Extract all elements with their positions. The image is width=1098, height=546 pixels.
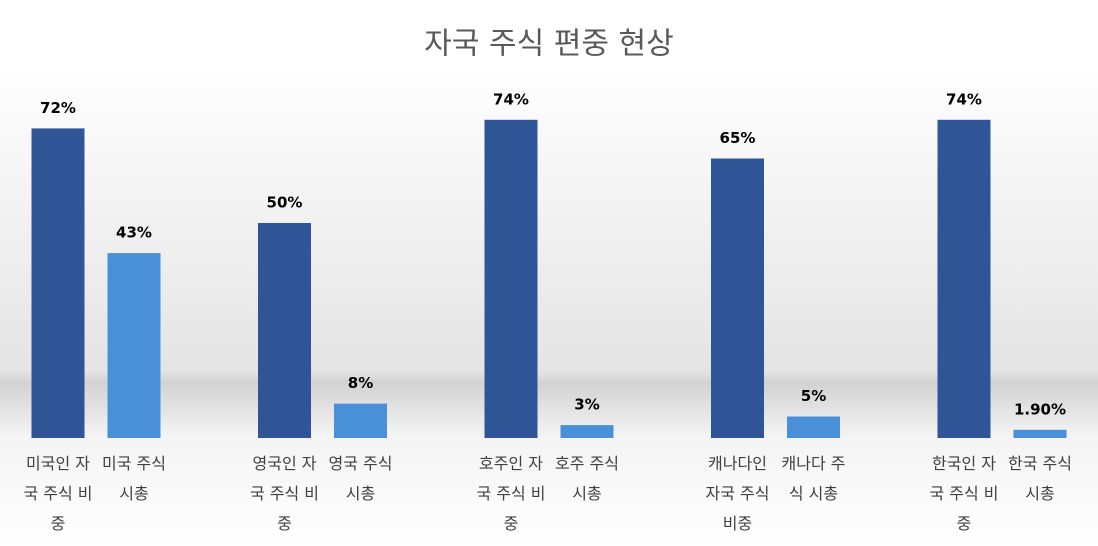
bar [560, 425, 614, 438]
bar [107, 253, 161, 438]
data-label: 50% [267, 194, 303, 212]
chart-title: 자국 주식 편중 현상 [424, 27, 673, 62]
x-tick-label: 캐나다 주식 시총 [781, 454, 846, 503]
bar [787, 416, 840, 438]
data-label: 74% [493, 90, 529, 108]
bar [1013, 429, 1067, 438]
x-tick-label: 한국인 자국 주식 비중 [929, 454, 999, 533]
x-tick-label: 영국인 자국 주식 비중 [249, 454, 320, 533]
data-label: 5% [801, 387, 826, 405]
x-tick-label: 미국인 자국 주식 비중 [23, 454, 93, 533]
data-label: 74% [946, 90, 982, 108]
bar [258, 223, 311, 438]
x-tick-label: 캐나다인 자국 주식 비중 [705, 454, 770, 533]
data-label: 43% [116, 224, 152, 242]
bar [711, 158, 764, 438]
bar [31, 128, 85, 438]
data-label: 65% [720, 129, 756, 147]
x-tick-label: 미국 주식 시총 [102, 454, 166, 503]
data-label: 8% [348, 374, 373, 392]
bar [334, 403, 387, 438]
data-label: 1.90% [1014, 400, 1066, 418]
x-tick-label: 호주인 자국 주식 비중 [476, 454, 546, 533]
x-tick-label: 영국 주식 시총 [328, 454, 393, 503]
bar [937, 119, 991, 439]
data-label: 3% [574, 396, 599, 414]
bar [484, 119, 538, 439]
x-tick-label: 한국 주식 시총 [1008, 454, 1072, 503]
data-label: 72% [40, 99, 76, 117]
x-tick-label: 호주 주식 시총 [555, 454, 619, 503]
